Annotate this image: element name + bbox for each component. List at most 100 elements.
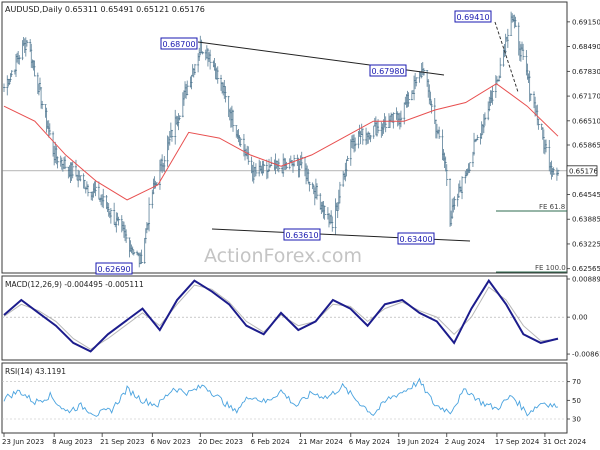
rsi-panel-frame (1, 362, 568, 434)
candle (64, 155, 67, 170)
rsi-y-axis: 70 50 30 (2, 378, 581, 424)
current-price-label: 0.65176 (569, 167, 598, 175)
price-y-tick-label: 0.63885 (572, 216, 600, 224)
macd-y-axis: 0.008899 0.00 -0.008612 (567, 276, 600, 359)
x-axis: 23 Jun 2023 8 Aug 2023 21 Sep 2023 6 Nov 20… (2, 433, 587, 446)
price-y-tick-label: 0.67830 (572, 68, 600, 76)
candle (170, 129, 174, 142)
price-label: 0.69410 (456, 13, 489, 22)
price-panel-frame (1, 1, 568, 274)
price-label-box (160, 37, 198, 50)
macd-y-tick-label: 0.008899 (572, 276, 600, 284)
candle (132, 249, 136, 256)
candle (315, 183, 319, 200)
x-tick-label: 31 Oct 2024 (543, 438, 587, 446)
candle (18, 55, 21, 65)
x-tick-label: 6 Feb 2024 (251, 438, 291, 446)
price-label-group: 0.67980 (369, 64, 407, 77)
candle (140, 249, 144, 264)
rsi-panel: RSI(14) 43.1191 70 50 30 (1, 362, 581, 434)
candle (102, 188, 105, 209)
candle (232, 109, 235, 132)
macd-panel: MACD(12,26,9) -0.004495 -0.005111 0.0088… (1, 275, 600, 361)
price-y-tick-label: 0.69150 (572, 18, 600, 26)
x-tick-label: 21 Sep 2023 (100, 438, 144, 446)
macd-line (3, 278, 559, 353)
price-y-tick-label: 0.67170 (572, 93, 600, 101)
candle (552, 167, 556, 175)
candle (514, 16, 518, 28)
x-tick-label: 6 May 2024 (349, 438, 391, 446)
candle (186, 80, 189, 96)
x-tick-label: 20 Dec 2023 (198, 438, 243, 446)
candle (209, 49, 212, 70)
rsi-y-tick-label: 70 (572, 378, 581, 386)
price-y-axis: 0.69150 0.68490 0.67830 0.67170 0.66510 0.658… (567, 18, 600, 273)
price-label: 0.62690 (97, 265, 130, 274)
candle (557, 169, 560, 176)
price-label: 0.63400 (399, 235, 432, 244)
candle (476, 134, 479, 141)
candle (354, 137, 357, 152)
price-label-group: 0.63400 (397, 232, 435, 245)
candle (445, 164, 449, 186)
candle (468, 162, 472, 174)
candle (71, 161, 75, 179)
candle (224, 86, 227, 103)
price-y-tick-label: 0.68490 (572, 43, 600, 51)
candle (399, 110, 403, 128)
rsi-y-tick-label: 30 (572, 416, 581, 424)
candle (346, 155, 350, 161)
candle (48, 123, 52, 136)
x-tick-label: 17 Sep 2024 (495, 438, 540, 446)
rsi-y-tick-label: 50 (572, 397, 581, 405)
candle (461, 176, 464, 200)
candle (407, 92, 411, 107)
sma-line (3, 83, 559, 201)
macd-y-tick-label: 0.00 (572, 314, 588, 322)
candle (56, 156, 60, 169)
candle (163, 156, 166, 173)
candle (438, 126, 441, 139)
candle (331, 216, 334, 232)
candle (392, 112, 395, 129)
candle (338, 181, 342, 204)
candle (293, 154, 296, 167)
rsi-label: RSI(14) 43.1191 (5, 367, 66, 376)
x-tick-label: 21 Mar 2024 (299, 438, 344, 446)
candle (384, 116, 388, 133)
price-panel: AUDUSD,Daily 0.65311 0.65491 0.65121 0.6… (1, 1, 600, 275)
x-tick-label: 2 Aug 2024 (445, 438, 486, 446)
price-label-box (283, 228, 321, 241)
current-price-tag: 0.65176 (566, 165, 598, 177)
price-label-box (454, 10, 492, 23)
candles (3, 11, 560, 268)
candle (10, 70, 14, 78)
price-label-group: 0.69410 (454, 10, 492, 23)
candle (94, 180, 98, 197)
price-label-group: 0.63610 (283, 228, 321, 241)
price-y-tick-label: 0.65865 (572, 141, 600, 149)
fe100-label: FE 100.0 (535, 264, 566, 272)
watermark: ActionForex.com (204, 245, 362, 267)
candle (483, 112, 487, 126)
candle (506, 28, 510, 48)
watermark-group: ActionForex.com (204, 245, 362, 267)
candle (323, 205, 327, 220)
candle (86, 184, 90, 197)
price-y-tick-label: 0.63225 (572, 240, 600, 248)
macd-y-tick-label: -0.008612 (572, 351, 600, 359)
candle (201, 51, 205, 55)
x-tick-label: 8 Aug 2023 (52, 438, 92, 446)
candle (148, 197, 151, 232)
chart-header: AUDUSD,Daily 0.65311 0.65491 0.65121 0.6… (5, 5, 205, 14)
price-label-group: 0.68700 (160, 37, 198, 50)
candle (254, 163, 258, 177)
candle (41, 100, 44, 110)
price-label: 0.63610 (285, 231, 318, 240)
candle (308, 181, 311, 192)
candle (109, 208, 113, 224)
fe618-label: FE 61.8 (539, 203, 565, 211)
candle (361, 128, 365, 145)
